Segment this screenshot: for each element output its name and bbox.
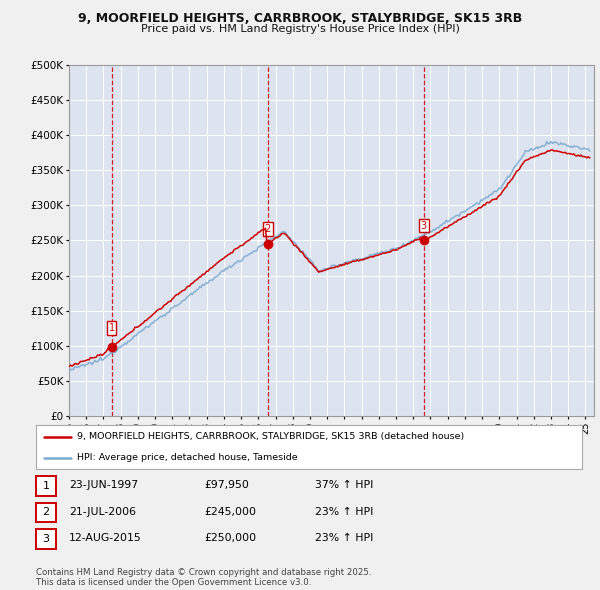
Text: 3: 3 <box>43 534 49 544</box>
Text: 23-JUN-1997: 23-JUN-1997 <box>69 480 138 490</box>
Text: 2: 2 <box>265 224 271 234</box>
Text: Contains HM Land Registry data © Crown copyright and database right 2025.
This d: Contains HM Land Registry data © Crown c… <box>36 568 371 587</box>
Text: £97,950: £97,950 <box>204 480 249 490</box>
Text: 1: 1 <box>109 323 115 333</box>
Text: 3: 3 <box>421 221 427 231</box>
Text: Price paid vs. HM Land Registry's House Price Index (HPI): Price paid vs. HM Land Registry's House … <box>140 24 460 34</box>
Text: 21-JUL-2006: 21-JUL-2006 <box>69 507 136 516</box>
Text: 37% ↑ HPI: 37% ↑ HPI <box>315 480 373 490</box>
Text: 23% ↑ HPI: 23% ↑ HPI <box>315 533 373 543</box>
Text: 12-AUG-2015: 12-AUG-2015 <box>69 533 142 543</box>
Text: HPI: Average price, detached house, Tameside: HPI: Average price, detached house, Tame… <box>77 454 298 463</box>
Text: 1: 1 <box>43 481 49 491</box>
Text: 2: 2 <box>43 507 49 517</box>
Text: 9, MOORFIELD HEIGHTS, CARRBROOK, STALYBRIDGE, SK15 3RB (detached house): 9, MOORFIELD HEIGHTS, CARRBROOK, STALYBR… <box>77 432 464 441</box>
Text: £250,000: £250,000 <box>204 533 256 543</box>
Text: 9, MOORFIELD HEIGHTS, CARRBROOK, STALYBRIDGE, SK15 3RB: 9, MOORFIELD HEIGHTS, CARRBROOK, STALYBR… <box>78 12 522 25</box>
Text: £245,000: £245,000 <box>204 507 256 516</box>
Text: 23% ↑ HPI: 23% ↑ HPI <box>315 507 373 516</box>
